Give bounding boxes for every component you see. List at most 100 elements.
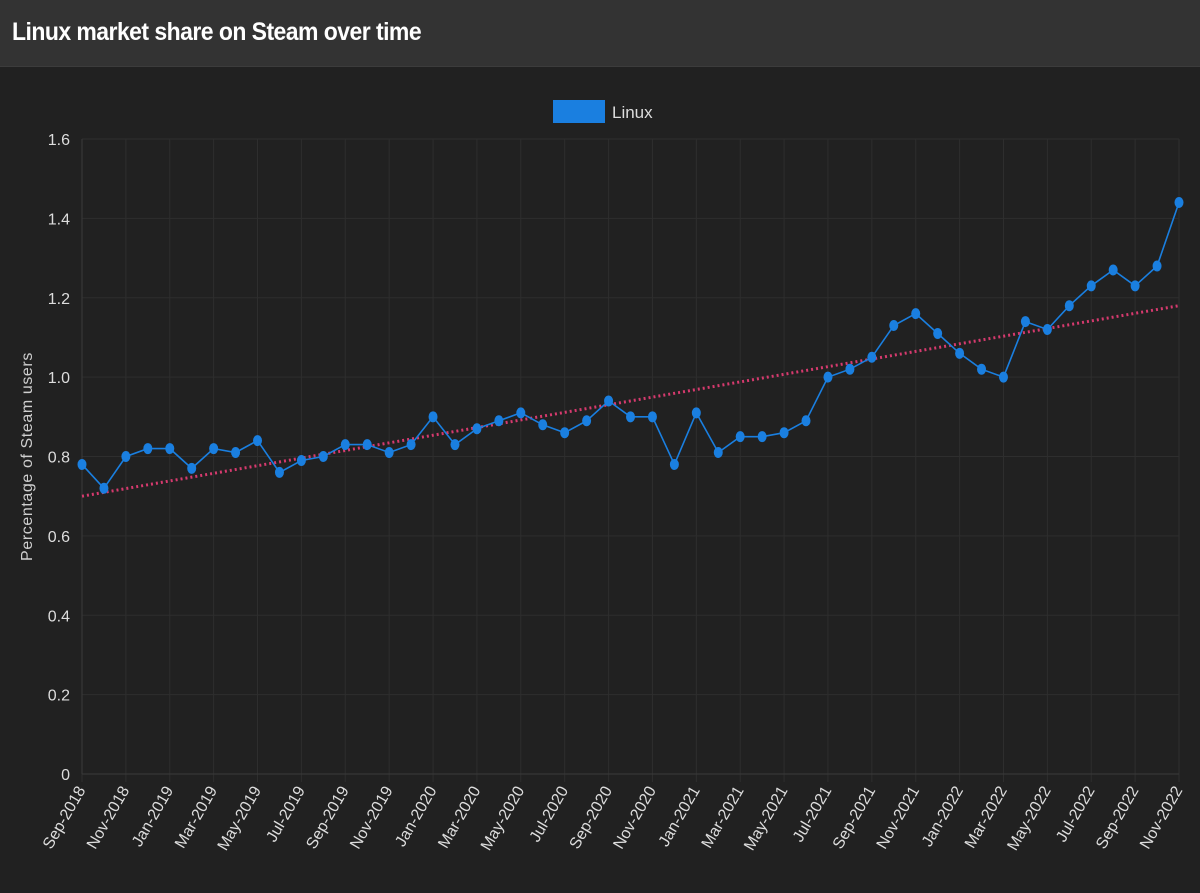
- data-point: [757, 431, 767, 443]
- data-point: [1020, 316, 1030, 328]
- grid-lines: [81, 138, 1180, 782]
- x-tick-label: Nov-2021: [874, 783, 923, 852]
- data-point: [274, 466, 284, 478]
- data-point: [647, 411, 657, 423]
- x-tick-label: May-2021: [741, 783, 791, 853]
- data-point: [955, 347, 965, 359]
- x-tick-label: May-2019: [215, 783, 265, 853]
- data-point: [977, 363, 987, 375]
- data-point: [933, 327, 943, 339]
- data-point: [165, 443, 175, 455]
- legend-label-linux: Linux: [612, 103, 653, 122]
- x-tick-label: Jan-2020: [392, 783, 440, 849]
- data-point: [889, 320, 899, 332]
- y-tick-label: 0: [61, 767, 70, 784]
- y-tick-label: 0.8: [48, 450, 70, 467]
- data-point: [450, 439, 460, 451]
- x-tick-label: Jul-2019: [263, 783, 308, 845]
- x-tick-label: Jul-2020: [527, 783, 572, 845]
- x-tick-label: Mar-2022: [962, 783, 1011, 851]
- trendline-group: [81, 304, 1180, 498]
- data-point: [538, 419, 548, 431]
- data-point: [187, 462, 197, 474]
- data-point: [998, 371, 1008, 383]
- x-tick-label: Sep-2019: [303, 783, 352, 852]
- y-tick-label: 1.0: [48, 370, 70, 387]
- x-tick-label: Jan-2022: [919, 783, 967, 849]
- data-point: [231, 447, 241, 459]
- x-tick-label: Jul-2022: [1053, 783, 1098, 845]
- x-tick-label: Sep-2020: [567, 783, 616, 852]
- data-point: [1086, 280, 1096, 292]
- data-point: [604, 395, 614, 407]
- data-point: [911, 308, 921, 320]
- data-point: [823, 371, 833, 383]
- x-tick-label: Nov-2018: [84, 783, 133, 852]
- y-tick-label: 1.4: [48, 211, 70, 228]
- data-point: [669, 458, 679, 470]
- data-point: [516, 407, 526, 419]
- data-point: [1152, 260, 1162, 272]
- x-tick-label: Mar-2020: [435, 783, 484, 851]
- data-point: [77, 458, 87, 470]
- x-tick-label: Sep-2018: [40, 783, 89, 852]
- data-point: [209, 443, 219, 455]
- data-point: [1174, 197, 1184, 208]
- x-tick-label: May-2020: [478, 783, 528, 853]
- chart-container: 0 0.2 0.4 0.6 0.8 1.0 1.2 1.4 1.6 Sep-2018 Nov-20…: [0, 67, 1200, 888]
- y-tick-label: 1.2: [48, 291, 70, 308]
- x-tick-label: Jan-2021: [656, 783, 704, 849]
- data-point: [735, 431, 745, 443]
- data-point: [713, 447, 723, 459]
- x-tick-label: May-2022: [1005, 783, 1055, 853]
- data-point: [1042, 324, 1052, 335]
- y-axis-title: Percentage of Steam users: [19, 352, 36, 561]
- x-tick-label: Jul-2021: [790, 783, 835, 845]
- data-point: [99, 482, 109, 494]
- header-bar: Linux market share on Steam over time: [0, 0, 1200, 67]
- data-point: [340, 439, 350, 451]
- data-point: [253, 435, 263, 447]
- legend-swatch-linux: [553, 100, 605, 123]
- x-tick-label: Nov-2022: [1137, 783, 1186, 852]
- data-point: [626, 411, 635, 423]
- x-tick-label: Mar-2021: [699, 783, 748, 851]
- data-point: [384, 447, 394, 459]
- data-point: [691, 407, 701, 419]
- y-tick-label: 0.2: [48, 688, 70, 705]
- y-axis-ticks: 0 0.2 0.4 0.6 0.8 1.0 1.2 1.4 1.6: [48, 132, 70, 784]
- data-point: [779, 427, 789, 439]
- data-point: [143, 443, 153, 455]
- data-point: [801, 415, 811, 427]
- line-chart: 00.20.40.60.81.01.21.41.6 Sep-2018Nov-20…: [19, 100, 1187, 854]
- x-tick-label: Sep-2022: [1093, 783, 1142, 852]
- trendline: [81, 304, 1180, 498]
- data-point: [428, 411, 438, 423]
- data-point: [1108, 264, 1118, 276]
- page-title: Linux market share on Steam over time: [12, 18, 422, 46]
- data-point: [296, 454, 306, 466]
- series-line-linux: [81, 202, 1180, 490]
- data-point: [472, 423, 482, 435]
- data-point: [845, 363, 855, 375]
- x-tick-label: Mar-2019: [172, 783, 221, 851]
- data-point: [494, 415, 504, 427]
- y-tick-label: 1.6: [48, 132, 70, 149]
- data-point: [406, 439, 416, 451]
- x-tick-label: Nov-2020: [610, 783, 659, 852]
- x-tick-label: Nov-2019: [347, 783, 396, 852]
- data-point: [1130, 280, 1140, 292]
- data-point: [318, 451, 328, 462]
- x-tick-label: Jan-2019: [129, 783, 177, 849]
- series-group: [77, 197, 1184, 494]
- data-point: [560, 427, 570, 439]
- data-point: [1064, 300, 1074, 312]
- y-tick-label: 0.6: [48, 529, 70, 546]
- data-point: [867, 351, 877, 363]
- y-tick-label: 0.4: [48, 608, 70, 625]
- legend: Linux: [553, 100, 653, 123]
- data-point: [362, 439, 372, 451]
- data-point: [582, 415, 592, 427]
- x-axis-ticks: Sep-2018Nov-2018Jan-2019Mar-2019May-2019…: [40, 783, 1186, 853]
- data-point: [121, 451, 131, 462]
